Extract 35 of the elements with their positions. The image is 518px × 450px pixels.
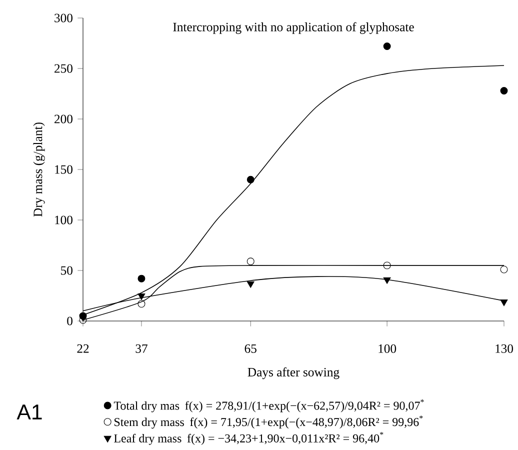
x-tick-label: 130 <box>496 344 514 354</box>
y-axis-title: Dry mass (g/plant) <box>33 122 45 217</box>
point <box>500 87 508 95</box>
point <box>383 262 391 270</box>
y-tick-label: 50 <box>61 266 72 275</box>
x-tick-label: 22 <box>77 344 89 353</box>
legend-label: Total dry mas <box>114 402 180 412</box>
x-tick-label: 100 <box>378 344 396 354</box>
x-axis-title: Days after sowing <box>248 368 340 380</box>
text: f(x) = 71,95/(1+exp(−(x−48,97)/8,06R² = 99,96$^{*}$ <box>190 416 423 429</box>
legend-label: Leaf dry mass <box>114 434 182 446</box>
point <box>138 275 146 282</box>
point <box>246 176 254 184</box>
point <box>79 314 87 322</box>
point <box>246 258 254 266</box>
text: f(x) = 278,91/(1+exp(−(x−62,57)/9,04R² = 90,07$^{*}$ <box>185 399 424 412</box>
y-tick-label: 200 <box>54 114 72 124</box>
legend-label: Stem dry mass <box>114 418 184 429</box>
text: f(x) = −34,23+1,90x−0,011x²R² = 96,40$^{*}$ <box>187 432 384 446</box>
y-tick-label: 300 <box>54 14 72 22</box>
point <box>500 300 508 306</box>
point <box>138 294 146 300</box>
point <box>138 300 146 308</box>
text: A1 <box>16 404 42 420</box>
y-tick-label: 100 <box>55 216 72 224</box>
y-tick-label: 150 <box>55 165 72 174</box>
x-tick-label: 37 <box>136 344 148 354</box>
chart-title: Intercropping with no application of glyphosate <box>173 22 414 34</box>
y-tick-label: 250 <box>54 64 72 73</box>
y-tick-label: 0 <box>67 316 72 326</box>
point <box>500 266 508 274</box>
point <box>246 282 254 288</box>
point <box>383 277 391 284</box>
point <box>383 42 391 50</box>
x-tick-label: 65 <box>244 344 256 354</box>
